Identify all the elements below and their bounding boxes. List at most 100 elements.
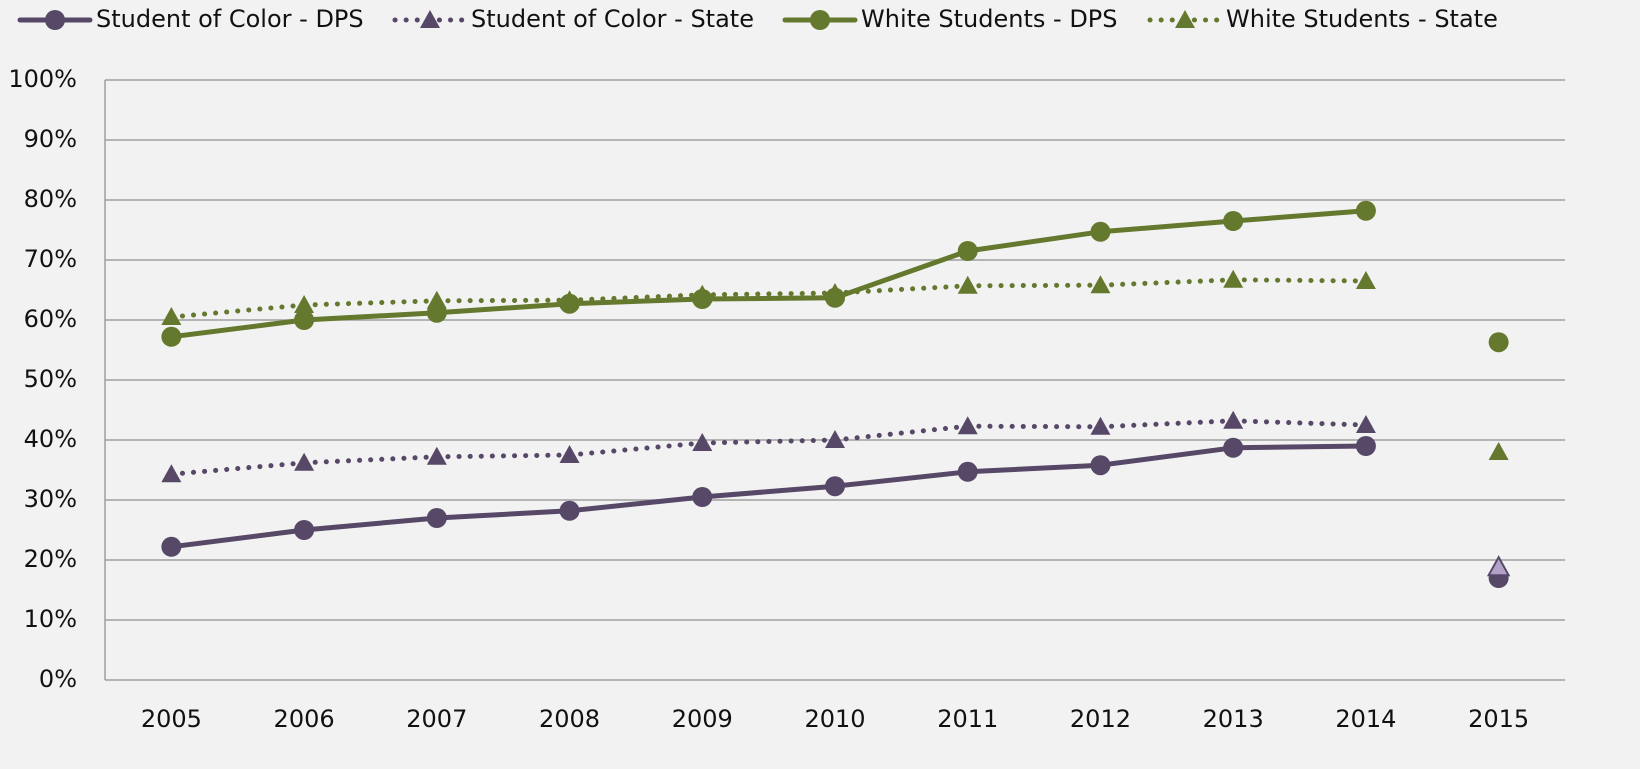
- point: [1355, 436, 1376, 456]
- point: [294, 520, 315, 540]
- point: [426, 290, 447, 309]
- x-tick-label: 2012: [1070, 705, 1131, 733]
- y-tick-label: 70%: [24, 245, 77, 273]
- legend-label: White Students - DPS: [861, 5, 1118, 33]
- legend-label: Student of Color - State: [471, 5, 754, 33]
- line-segment: [832, 469, 971, 489]
- y-tick-label: 90%: [24, 125, 77, 153]
- line-segment: [965, 423, 1103, 430]
- point: [692, 284, 713, 303]
- point: [957, 461, 978, 482]
- point: [1223, 211, 1244, 231]
- point: [1488, 442, 1509, 460]
- point: [161, 536, 182, 557]
- point: [559, 445, 580, 463]
- y-tick-label: 80%: [24, 185, 77, 213]
- y-tick-label: 10%: [24, 605, 77, 633]
- line-segment: [301, 310, 440, 323]
- line-segment: [699, 290, 838, 298]
- line-segment: [699, 483, 838, 500]
- point: [692, 433, 713, 451]
- point: [957, 416, 978, 435]
- line-segment: [699, 295, 838, 302]
- point: [1090, 455, 1111, 476]
- y-tick-label: 40%: [24, 425, 77, 453]
- point: [1355, 200, 1376, 221]
- x-tick-label: 2014: [1335, 705, 1396, 733]
- line-segment: [567, 296, 705, 307]
- y-tick-label: 0%: [39, 665, 77, 693]
- point: [825, 430, 845, 448]
- point: [161, 464, 182, 483]
- y-tick-label: 100%: [8, 65, 77, 93]
- point: [1090, 275, 1111, 294]
- line-segment: [301, 515, 440, 533]
- line-segment: [1230, 443, 1369, 451]
- x-tick-label: 2005: [141, 705, 202, 733]
- point: [1355, 271, 1376, 289]
- line-segment: [434, 508, 573, 521]
- x-tick-label: 2011: [937, 705, 998, 733]
- line-segment: [434, 301, 573, 316]
- point: [1223, 269, 1244, 288]
- y-tick-label: 60%: [24, 305, 77, 333]
- point: [957, 275, 978, 294]
- point: [825, 283, 845, 301]
- point: [1486, 555, 1511, 577]
- point: [1090, 221, 1111, 242]
- x-tick-label: 2015: [1468, 705, 1529, 733]
- line-segment: [567, 494, 705, 514]
- point: [692, 487, 713, 507]
- point: [426, 446, 447, 465]
- y-tick-label: 30%: [24, 485, 77, 513]
- line-segment: [832, 423, 971, 443]
- line-segment: [301, 298, 440, 308]
- line-segment: [1230, 277, 1369, 284]
- line-segment: [1230, 418, 1369, 428]
- line-segment: [168, 317, 307, 340]
- line-segment: [434, 297, 573, 304]
- point: [957, 241, 978, 261]
- line-segment: [1097, 277, 1236, 288]
- point: [1355, 415, 1376, 433]
- line-segment: [965, 229, 1103, 254]
- point: [294, 452, 315, 471]
- point: [559, 500, 580, 521]
- point: [161, 326, 182, 347]
- line-segment: [168, 527, 307, 550]
- line-segment: [168, 460, 307, 477]
- legend-label: Student of Color - DPS: [96, 5, 364, 33]
- legend-marker: [1175, 10, 1195, 28]
- x-tick-label: 2006: [274, 705, 335, 733]
- point: [1223, 437, 1244, 458]
- point: [1090, 416, 1111, 435]
- legend-marker: [810, 10, 830, 30]
- line-segment: [1230, 208, 1369, 224]
- line-segment: [1097, 445, 1236, 468]
- point: [825, 476, 845, 497]
- line-segment: [434, 452, 573, 460]
- y-tick-label: 50%: [24, 365, 77, 393]
- point: [161, 307, 182, 325]
- line-segment: [965, 282, 1103, 289]
- line-segment: [567, 440, 705, 458]
- point: [294, 295, 315, 313]
- line-segment: [699, 437, 838, 446]
- line-segment: [567, 292, 705, 303]
- y-tick-label: 20%: [24, 545, 77, 573]
- x-tick-label: 2008: [539, 705, 600, 733]
- x-tick-label: 2013: [1203, 705, 1264, 733]
- legend-marker: [45, 10, 65, 30]
- point: [1223, 410, 1244, 429]
- point: [559, 290, 580, 309]
- legend-label: White Students - State: [1226, 5, 1498, 33]
- x-tick-label: 2009: [672, 705, 733, 733]
- line-segment: [301, 454, 440, 466]
- x-tick-label: 2007: [406, 705, 467, 733]
- line-segment: [168, 302, 307, 320]
- line-segment: [1097, 418, 1236, 430]
- point: [294, 310, 315, 330]
- x-tick-label: 2010: [804, 705, 865, 733]
